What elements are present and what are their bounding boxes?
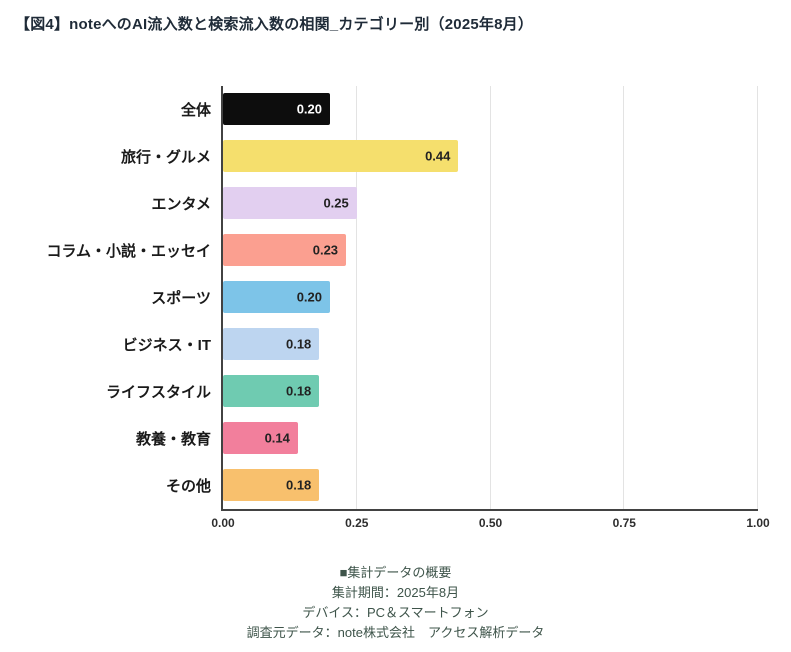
x-tick-label: 0.00: [211, 516, 235, 530]
bar: 0.20: [223, 281, 330, 313]
bar-row: 0.44: [223, 133, 758, 180]
category-label: 教養・教育: [135, 431, 211, 448]
category-label: その他: [165, 478, 211, 495]
chart-footnotes: ■集計データの概要 集計期間：2025年8月 デバイス：PC＆スマートフォン 調…: [0, 563, 791, 643]
category-label: 全体: [180, 102, 211, 119]
correlation-bar-chart: 全体旅行・グルメエンタメコラム・小説・エッセイスポーツビジネス・IT ライフスタイ…: [0, 86, 791, 533]
footnote-heading: ■集計データの概要: [339, 565, 452, 580]
bar-value-label: 0.18: [285, 336, 312, 352]
bar-row: 0.20: [223, 274, 758, 321]
bar-row: 0.18: [223, 321, 758, 368]
bar-value-label: 0.14: [264, 430, 290, 446]
bar-value-label: 0.23: [312, 242, 339, 258]
bar: 0.18: [223, 375, 320, 407]
x-tick-label: 0.75: [612, 516, 636, 530]
plot-area: 0.20 0.44 0.25 0.23 0.20 0.18 0.18 0.14 0.18: [221, 86, 758, 511]
bar: 0.14: [223, 422, 298, 454]
chart-title: 【図4】noteへのAI流入数と検索流入数の相関_カテゴリー別（2025年8月）: [15, 16, 534, 33]
x-tick-label: 0.50: [478, 516, 503, 530]
footnote-device: デバイス：PC＆スマートフォン: [302, 605, 489, 620]
bar-row: 0.14: [223, 415, 758, 462]
bar: 0.18: [223, 328, 320, 360]
bar-value-label: 0.20: [296, 289, 322, 305]
category-label: スポーツ: [151, 290, 211, 307]
category-label: エンタメ: [151, 196, 211, 213]
bar-value-label: 0.18: [285, 477, 312, 493]
bar-row: 0.25: [223, 180, 758, 227]
footnote-period: 集計期間：2025年8月: [331, 585, 460, 600]
bar-value-label: 0.25: [323, 195, 349, 211]
gridline: [757, 86, 758, 509]
x-axis-ticks: 0.00 0.25 0.50 0.75 1.00: [211, 511, 769, 533]
bar-row: 0.20: [223, 86, 758, 133]
bar: 0.23: [223, 234, 347, 266]
x-tick-label: 1.00: [746, 516, 770, 530]
footnote-source: 調査元データ：note株式会社 アクセス解析データ: [246, 625, 545, 640]
category-label: コラム・小説・エッセイ: [46, 243, 211, 260]
gridline: [489, 86, 491, 509]
bar: 0.25: [223, 187, 357, 219]
x-tick-label: 0.25: [345, 516, 369, 530]
bar-row: 0.18: [223, 368, 758, 415]
bar: 0.18: [223, 469, 320, 501]
chart-body: 全体旅行・グルメエンタメコラム・小説・エッセイスポーツビジネス・IT ライフスタイ…: [0, 86, 791, 511]
bar-value-label: 0.18: [285, 383, 312, 399]
bar: 0.44: [223, 140, 459, 172]
bar-value-label: 0.20: [296, 101, 322, 117]
bar-value-label: 0.44: [425, 148, 451, 164]
bar: 0.20: [223, 93, 330, 125]
gridline: [355, 86, 357, 509]
gridline: [623, 86, 625, 509]
category-label: ライフスタイル: [105, 384, 211, 401]
category-axis: 全体旅行・グルメエンタメコラム・小説・エッセイスポーツビジネス・IT ライフスタイ…: [0, 86, 221, 511]
category-label: ビジネス・IT: [122, 337, 211, 354]
category-label: 旅行・グルメ: [120, 149, 211, 166]
bar-row: 0.18: [223, 462, 758, 509]
bar-row: 0.23: [223, 227, 758, 274]
